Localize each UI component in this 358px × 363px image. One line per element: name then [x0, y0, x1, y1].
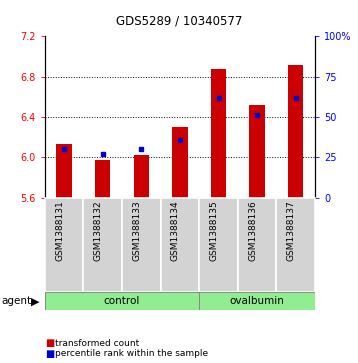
Bar	[83, 198, 122, 292]
Bar	[45, 198, 83, 292]
Text: percentile rank within the sample: percentile rank within the sample	[55, 350, 209, 358]
Text: ▶: ▶	[31, 296, 39, 306]
Bar	[288, 65, 304, 198]
Text: ■: ■	[45, 349, 54, 359]
Text: GDS5289 / 10340577: GDS5289 / 10340577	[116, 15, 242, 28]
Text: GSM1388137: GSM1388137	[287, 201, 296, 261]
Text: agent: agent	[2, 296, 32, 306]
Bar	[199, 292, 315, 310]
Text: ovalbumin: ovalbumin	[230, 296, 285, 306]
Text: GSM1388136: GSM1388136	[248, 201, 257, 261]
Bar	[56, 144, 72, 198]
Bar	[122, 198, 161, 292]
Bar	[45, 292, 199, 310]
Bar	[238, 198, 276, 292]
Text: GSM1388132: GSM1388132	[94, 201, 103, 261]
Text: GSM1388134: GSM1388134	[171, 201, 180, 261]
Bar	[172, 127, 188, 198]
Text: GSM1388135: GSM1388135	[209, 201, 218, 261]
Bar	[95, 160, 110, 198]
Bar	[161, 198, 199, 292]
Text: GSM1388133: GSM1388133	[132, 201, 141, 261]
Bar	[134, 155, 149, 198]
Bar	[276, 198, 315, 292]
Text: GSM1388131: GSM1388131	[55, 201, 64, 261]
Text: transformed count: transformed count	[55, 339, 140, 347]
Text: control: control	[104, 296, 140, 306]
Bar	[211, 69, 226, 198]
Bar	[250, 105, 265, 198]
Text: ■: ■	[45, 338, 54, 348]
Bar	[199, 198, 238, 292]
